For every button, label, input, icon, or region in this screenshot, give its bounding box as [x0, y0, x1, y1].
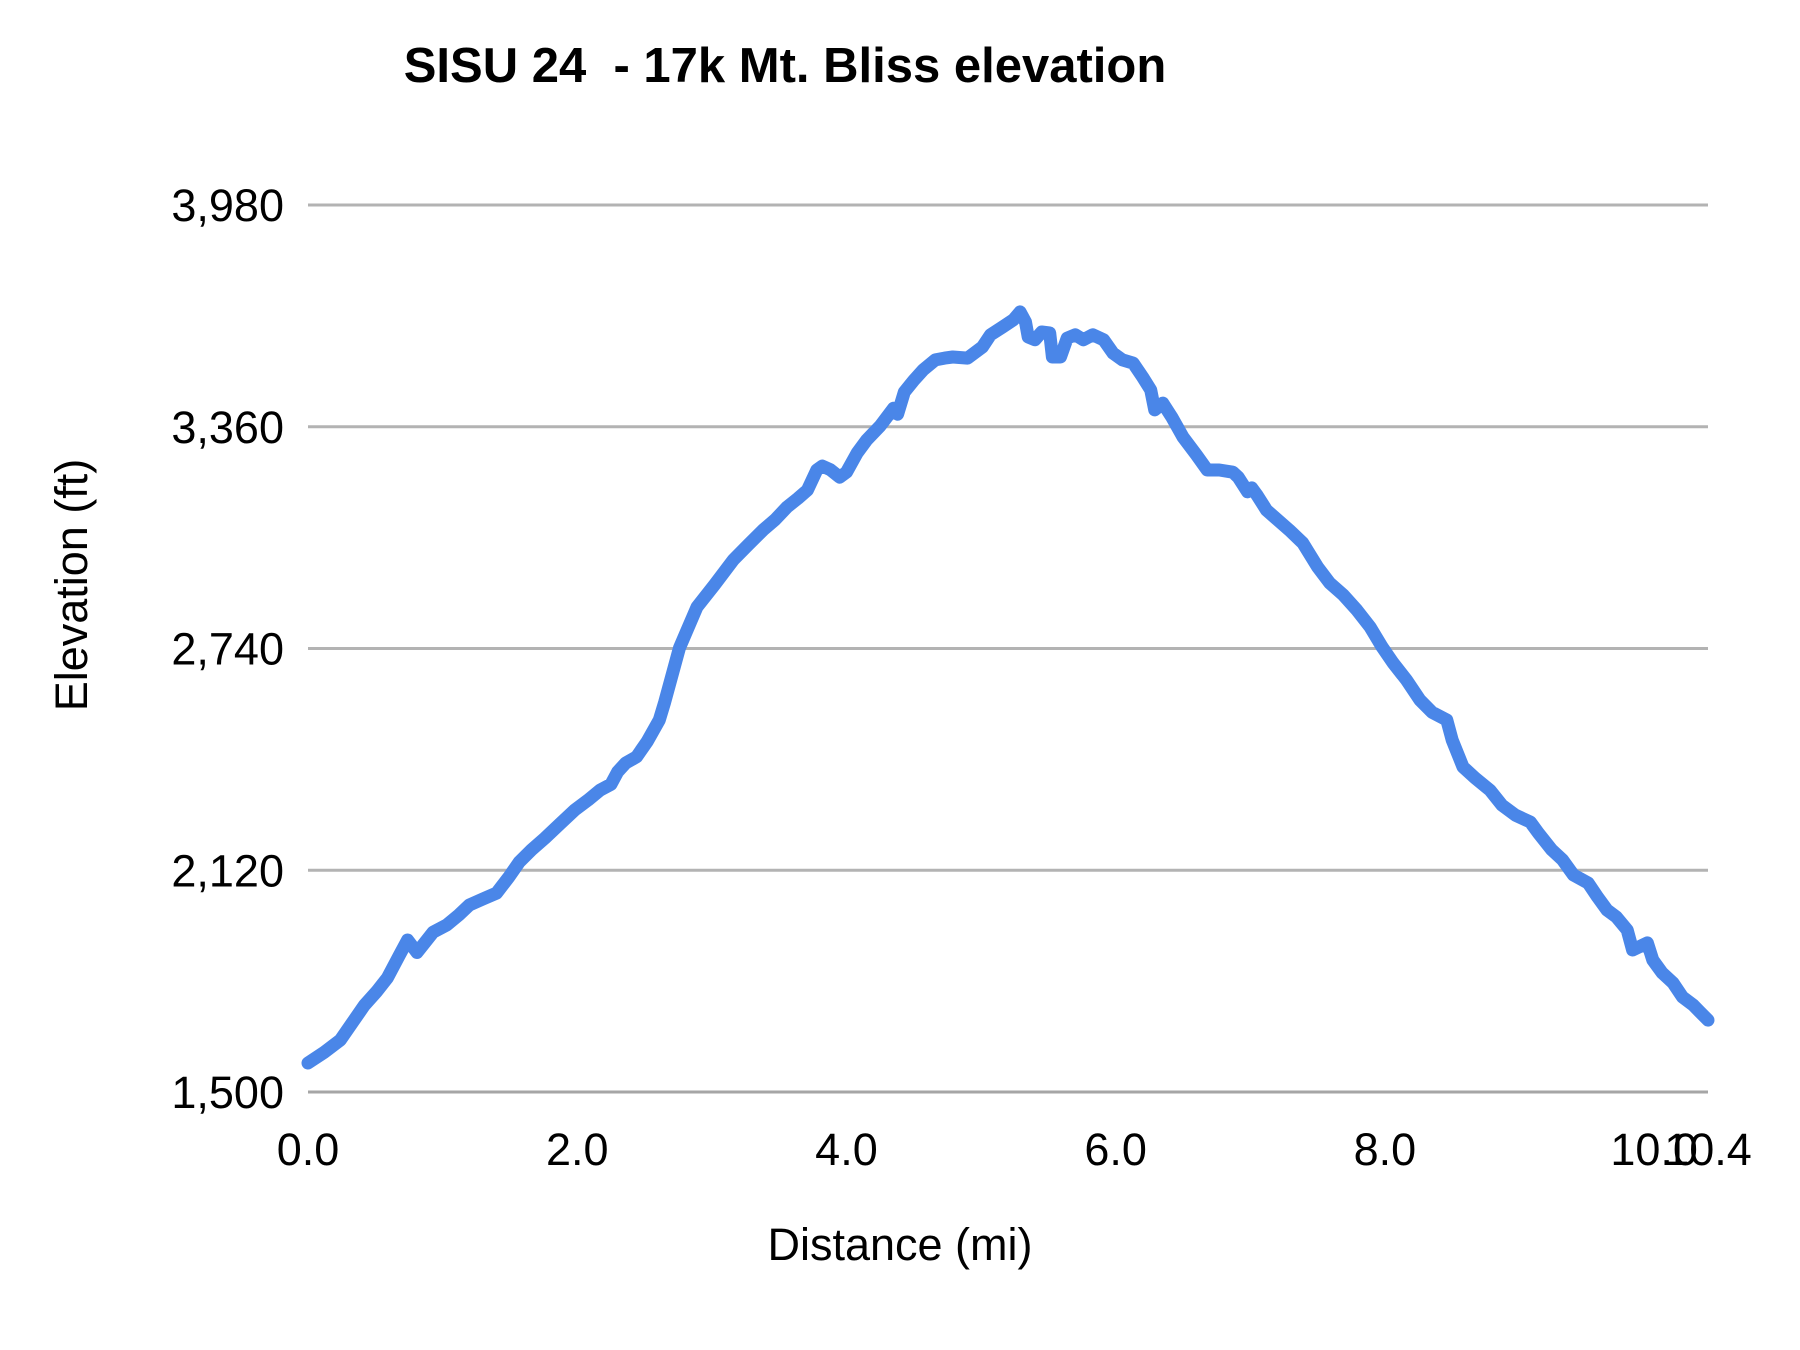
x-axis-title: Distance (mi): [767, 1219, 1033, 1270]
x-tick-label: 6.0: [1084, 1124, 1147, 1175]
y-tick-label: 3,360: [171, 402, 284, 453]
elevation-line: [301, 305, 1715, 1070]
x-tick-label: 10.0: [1610, 1124, 1698, 1175]
x-tick-label: 4.0: [815, 1124, 878, 1175]
y-tick-label: 2,740: [171, 624, 284, 675]
y-tick-label: 1,500: [171, 1067, 284, 1118]
y-tick-label: 2,120: [171, 845, 284, 896]
y-tick-label: 3,980: [171, 180, 284, 231]
x-tick-label: 0.0: [277, 1124, 340, 1175]
chart-title: SISU 24 - 17k Mt. Bliss elevation: [403, 39, 1167, 93]
x-tick-label: 10.4: [1664, 1124, 1752, 1175]
x-tick-label: 8.0: [1354, 1124, 1417, 1175]
x-tick-label: 2.0: [546, 1124, 609, 1175]
